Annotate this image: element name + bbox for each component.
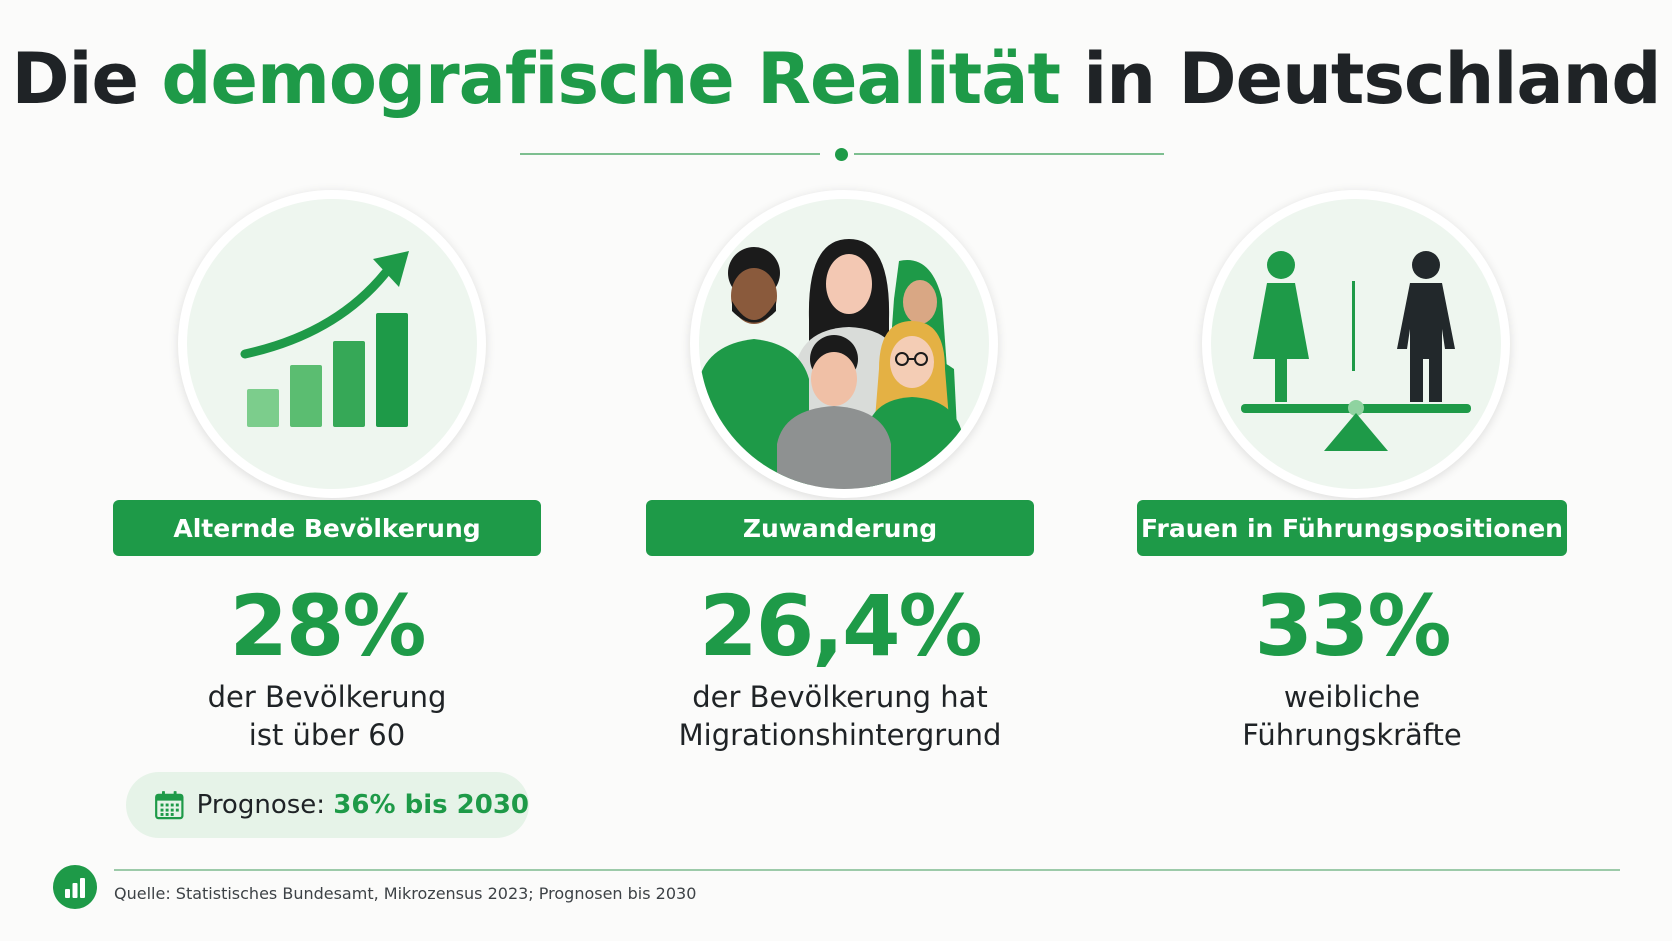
desc-immigration: der Bevölkerung hat Migrationshintergrun… <box>610 678 1070 754</box>
value-immigration: 26,4% <box>699 577 982 675</box>
forecast-text: Prognose: 36% bis 2030 <box>197 790 529 820</box>
footer-divider <box>114 869 1620 871</box>
title-part-2: in Deutschland <box>1059 38 1661 120</box>
desc-immigration-line2: Migrationshintergrund <box>678 718 1002 752</box>
label-immigration: Zuwanderung <box>646 500 1034 556</box>
desc-women-line2: Führungskräfte <box>1242 718 1462 752</box>
title-divider <box>520 148 1164 161</box>
desc-aging-line1: der Bevölkerung <box>207 680 447 714</box>
forecast-badge: Prognose: 36% bis 2030 <box>126 772 529 838</box>
page-title: Die demografische Realität in Deutschlan… <box>0 38 1672 120</box>
forecast-prefix: Prognose: <box>196 790 334 820</box>
desc-women-leadership: weibliche Führungskräfte <box>1122 678 1582 754</box>
title-accent: demografische Realität <box>161 38 1061 120</box>
calendar-icon <box>155 791 184 820</box>
value-aging: 28% <box>229 577 426 675</box>
title-part-1: Die <box>11 38 162 120</box>
desc-aging-line2: ist über 60 <box>248 718 406 752</box>
desc-immigration-line1: der Bevölkerung hat <box>692 680 988 714</box>
value-women-leadership: 33% <box>1254 577 1451 675</box>
label-women-leadership: Frauen in Führungspositionen <box>1137 500 1567 556</box>
forecast-highlight: 36% bis 2030 <box>333 790 529 820</box>
divider-dot <box>835 148 848 161</box>
source-note: Quelle: Statistisches Bundesamt, Mikroze… <box>114 884 697 903</box>
desc-women-line1: weibliche <box>1283 680 1421 714</box>
desc-aging: der Bevölkerung ist über 60 <box>97 678 557 754</box>
label-aging: Alternde Bevölkerung <box>113 500 541 556</box>
bar-chart-icon <box>53 865 97 909</box>
growth-chart-icon <box>178 190 486 498</box>
gender-balance-scale-icon <box>1202 190 1510 498</box>
diverse-people-icon <box>690 190 998 498</box>
